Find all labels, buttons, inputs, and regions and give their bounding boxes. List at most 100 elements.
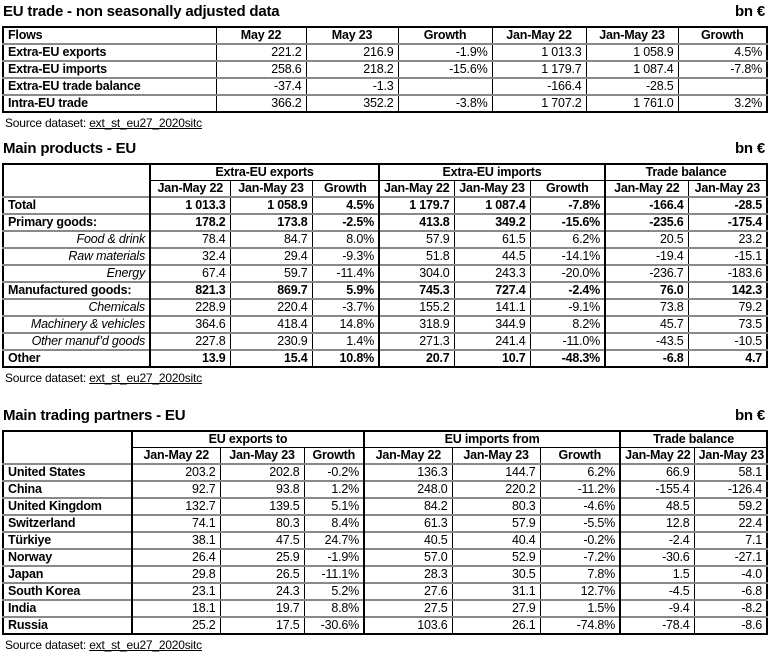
table-row: Extra-EU exports 221.2 216.9 -1.9% 1 013.3 1 … — [3, 44, 767, 61]
column-header: Growth — [311, 180, 379, 197]
cell-value: 58.1 — [693, 464, 768, 481]
cell-value: -1.3 — [305, 78, 398, 95]
cell-value: 73.5 — [687, 316, 768, 333]
table-row: Primary goods: 178.2 173.8 -2.5% 413.8 349.2-… — [3, 214, 768, 231]
trade-title-row: EU trade - non seasonally adjusted data … — [3, 4, 765, 20]
source-dataset-link[interactable]: ext_st_eu27_2020sitc — [89, 371, 202, 385]
cell-value: 228.9 — [149, 299, 230, 316]
column-header: Jan-May 23 — [451, 447, 541, 464]
cell-value: 17.5 — [219, 617, 304, 634]
row-label: Chemicals — [88, 300, 145, 314]
row-label: South Korea — [8, 584, 81, 598]
source-dataset-line: Source dataset: ext_st_eu27_2020sitc — [5, 638, 766, 652]
cell-value — [397, 78, 492, 95]
cell-value: 32.4 — [149, 248, 230, 265]
cell-value: -74.8% — [539, 617, 621, 634]
source-label: Source dataset: — [5, 638, 87, 652]
cell-value: -235.6 — [604, 214, 689, 231]
cell-value: 67.4 — [149, 265, 230, 282]
cell-value: 5.9% — [311, 282, 379, 299]
cell-value: 1 013.3 — [491, 44, 586, 61]
cell-value: 73.8 — [604, 299, 689, 316]
column-header: Growth — [529, 180, 606, 197]
cell-value: 22.4 — [693, 515, 768, 532]
cell-value: 3.2% — [677, 95, 767, 112]
cell-value: 318.9 — [378, 316, 454, 333]
cell-value: 31.1 — [451, 583, 541, 600]
column-header: Growth — [397, 27, 492, 44]
column-header: Growth — [539, 447, 621, 464]
cell-value: 366.2 — [215, 95, 306, 112]
cell-value: 221.2 — [215, 44, 306, 61]
cell-value: -37.4 — [215, 78, 306, 95]
cell-value: -175.4 — [687, 214, 768, 231]
cell-value: -28.5 — [687, 197, 768, 214]
cell-value: -7.8% — [529, 197, 606, 214]
cell-value: 80.3 — [219, 515, 304, 532]
empty-corner-cell — [3, 164, 150, 198]
cell-value: -48.3% — [529, 350, 606, 367]
products-title-row: Main products - EU bn € — [3, 141, 765, 157]
table-row: Japan 29.8 26.5 -11.1% 28.3 30.5 7.8% 1.5 -4.0 — [3, 566, 768, 583]
source-dataset-link[interactable]: ext_st_eu27_2020sitc — [89, 116, 202, 130]
cell-value: -2.5% — [311, 214, 379, 231]
row-label: Food & drink — [76, 232, 146, 246]
cell-value: 216.9 — [305, 44, 398, 61]
cell-value: 243.3 — [453, 265, 530, 282]
unit-label: bn € — [734, 140, 765, 157]
page-title: Main trading partners - EU — [3, 407, 186, 424]
cell-value: 25.9 — [219, 549, 304, 566]
cell-value: 8.4% — [303, 515, 365, 532]
cell-value: 76.0 — [604, 282, 689, 299]
eu-trade-table-header: Flows May 22 May 23 Growth Jan-May 22 Ja… — [3, 27, 767, 44]
table-row: Machinery & vehicles 364.6 418.4 14.8% 318.9… — [3, 316, 768, 333]
cell-value: 24.7% — [303, 532, 365, 549]
column-header: Jan-May 23 — [585, 27, 678, 44]
cell-value: 84.7 — [229, 231, 312, 248]
row-label: Total — [8, 198, 36, 212]
table-row: Intra-EU trade 366.2 352.2 -3.8% 1 707.2 1 76… — [3, 95, 767, 112]
cell-value: 1.2% — [303, 481, 365, 498]
cell-value: 40.4 — [451, 532, 541, 549]
cell-value: 352.2 — [305, 95, 398, 112]
table-row: Extra-EU imports 258.6 218.2 -15.6% 1 179.7 1… — [3, 61, 767, 78]
cell-value: -9.1% — [529, 299, 606, 316]
group-header: Extra-EU exports — [149, 164, 379, 181]
cell-value: 241.4 — [453, 333, 530, 350]
cell-value: -166.4 — [604, 197, 689, 214]
cell-value: -11.4% — [311, 265, 379, 282]
cell-value: 13.9 — [149, 350, 230, 367]
row-label: United Kingdom — [8, 499, 102, 513]
cell-value: 1 761.0 — [585, 95, 678, 112]
cell-value: 230.9 — [229, 333, 312, 350]
table-row: Chemicals 228.9 220.4 -3.7% 155.2 141.1 -9.1% 7… — [3, 299, 768, 316]
column-header: May 23 — [305, 27, 398, 44]
cell-value: -4.6% — [539, 498, 621, 515]
row-label: Russia — [8, 618, 48, 632]
cell-value: -3.7% — [311, 299, 379, 316]
table-row: Other manuf’d goods 227.8 230.9 1.4% 271.3 24… — [3, 333, 768, 350]
cell-value: 52.9 — [451, 549, 541, 566]
cell-value: -155.4 — [619, 481, 695, 498]
main-products-table: Extra-EU exports Extra-EU imports Trade … — [2, 163, 768, 368]
page-title: Main products - EU — [3, 140, 137, 157]
cell-value: 4.5% — [311, 197, 379, 214]
cell-value: -7.2% — [539, 549, 621, 566]
cell-value: 141.1 — [453, 299, 530, 316]
cell-value: 66.9 — [619, 464, 695, 481]
main-products-table-body: Total 1 013.3 1 058.9 4.5% 1 179.7 1 087.4 -7.… — [3, 197, 768, 367]
cell-value: 5.2% — [303, 583, 365, 600]
cell-value: 29.8 — [131, 566, 220, 583]
cell-value: 745.3 — [378, 282, 454, 299]
cell-value: -2.4% — [529, 282, 606, 299]
cell-value: -2.4 — [619, 532, 695, 549]
column-header: Growth — [677, 27, 767, 44]
table-row: Manufactured goods: 821.3 869.7 5.9% 745.3 72… — [3, 282, 768, 299]
source-dataset-link[interactable]: ext_st_eu27_2020sitc — [89, 638, 202, 652]
unit-label: bn € — [734, 3, 765, 20]
cell-value: 51.8 — [378, 248, 454, 265]
cell-value: -4.5 — [619, 583, 695, 600]
cell-value: 1 087.4 — [453, 197, 530, 214]
cell-value: 23.2 — [687, 231, 768, 248]
